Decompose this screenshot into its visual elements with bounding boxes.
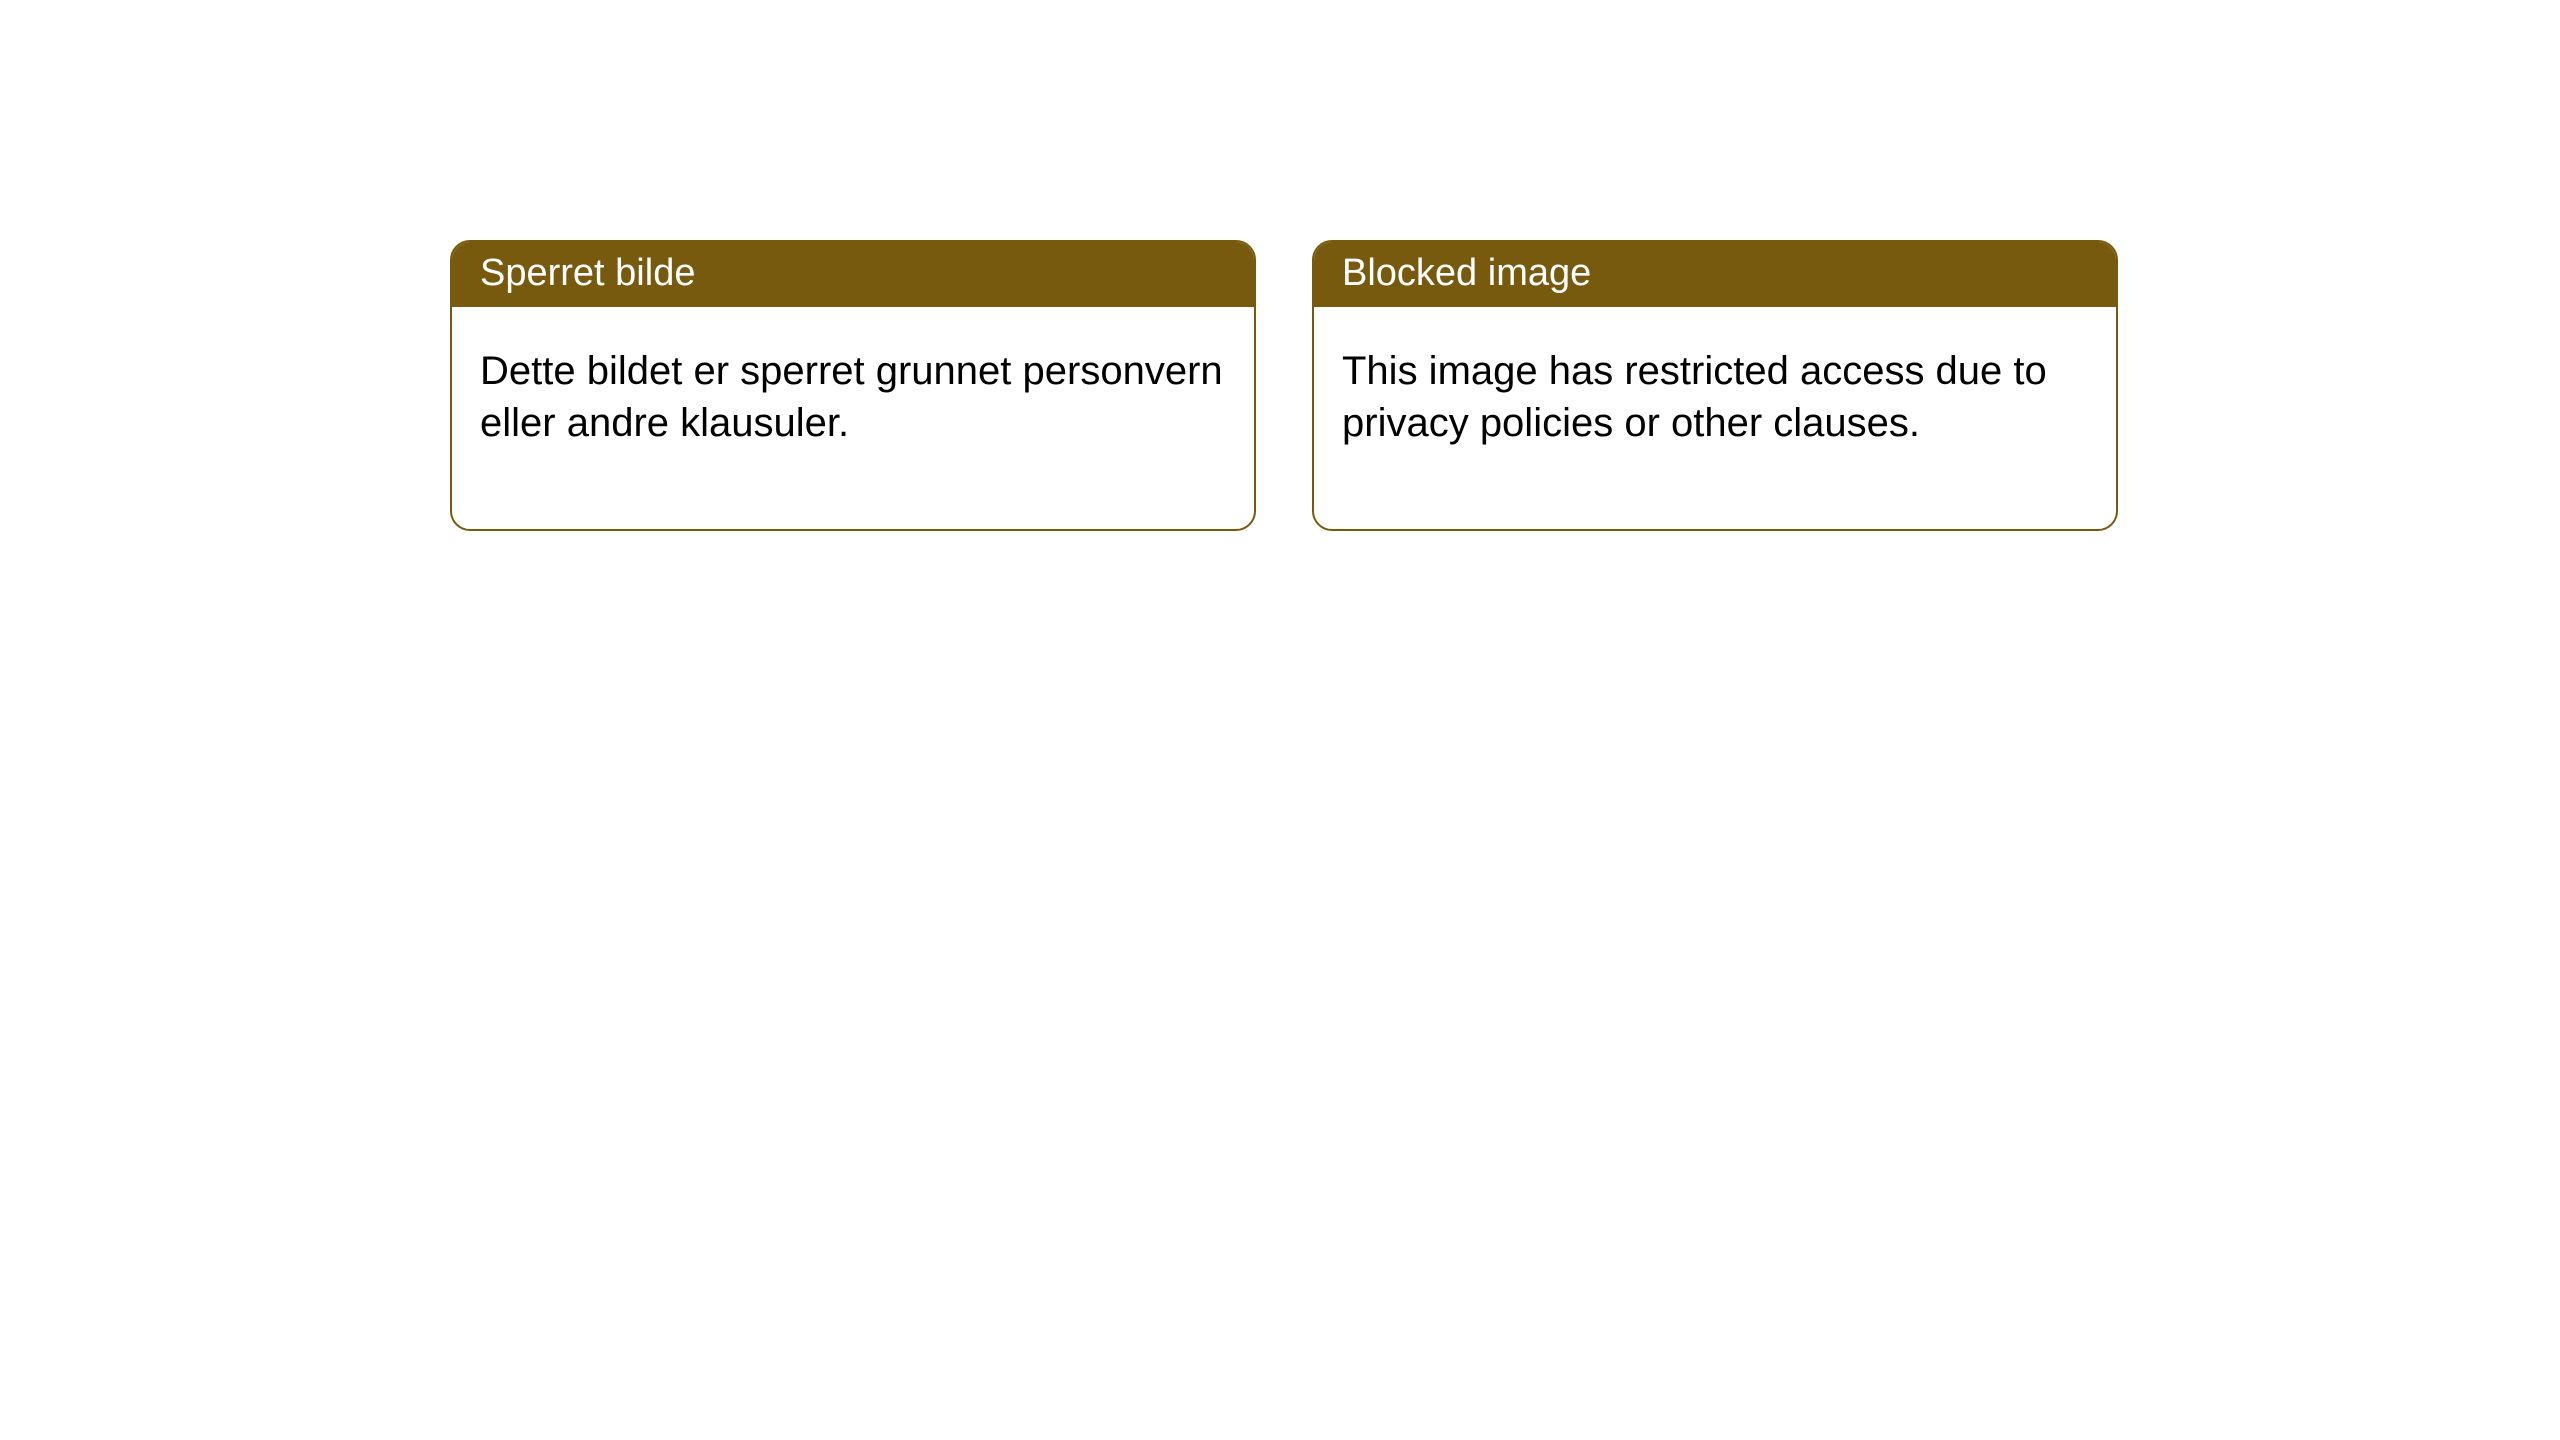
card-body: This image has restricted access due to … [1314, 307, 2116, 529]
blocked-image-card-norwegian: Sperret bilde Dette bildet er sperret gr… [450, 240, 1256, 531]
card-body: Dette bildet er sperret grunnet personve… [452, 307, 1254, 529]
card-container: Sperret bilde Dette bildet er sperret gr… [0, 0, 2560, 531]
card-header: Sperret bilde [452, 242, 1254, 307]
card-header: Blocked image [1314, 242, 2116, 307]
blocked-image-card-english: Blocked image This image has restricted … [1312, 240, 2118, 531]
